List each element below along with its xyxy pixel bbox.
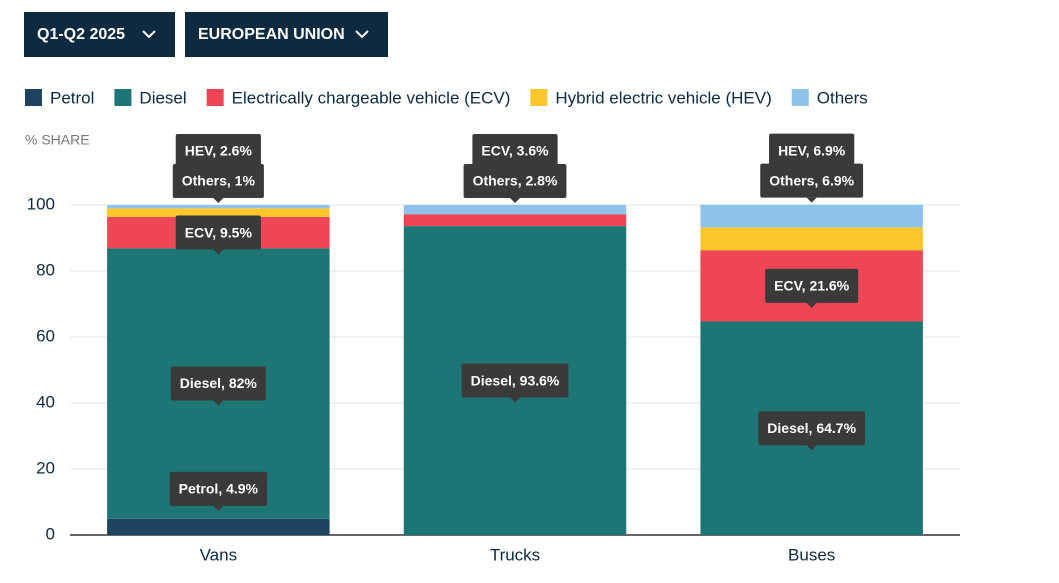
data-label: Diesel, 82% xyxy=(170,366,266,406)
data-label-box xyxy=(760,163,864,198)
dropdown-box[interactable] xyxy=(24,12,175,57)
data-label: ECV, 9.5% xyxy=(175,215,261,255)
data-label: Diesel, 93.6% xyxy=(461,363,569,403)
data-label: HEV, 2.6% xyxy=(175,134,261,173)
chevron xyxy=(142,30,156,39)
data-label-box xyxy=(175,215,261,250)
data-label: Others, 1% xyxy=(172,164,264,203)
data-label-text: Diesel, 93.6% xyxy=(471,372,560,388)
region-dropdown[interactable]: EUROPEAN UNION xyxy=(185,12,388,57)
bar-segment xyxy=(403,205,627,215)
data-label-pointer xyxy=(806,167,817,173)
data-label-text: HEV, 2.6% xyxy=(185,143,253,159)
bar-segment xyxy=(107,518,330,535)
data-label-text: ECV, 9.5% xyxy=(185,224,253,240)
legend-swatch xyxy=(114,89,132,106)
data-label-pointer xyxy=(806,445,817,451)
bar-segment xyxy=(700,227,923,251)
y-tick-label: 100 xyxy=(27,194,55,213)
data-label-box xyxy=(169,471,268,506)
data-label-pointer xyxy=(806,302,817,308)
data-label-text: Others, 6.9% xyxy=(769,172,854,188)
data-label-box xyxy=(758,411,866,446)
bar-segment xyxy=(107,205,330,209)
chevron xyxy=(355,30,369,39)
data-label-pointer xyxy=(510,168,520,173)
legend-label: Electrically chargeable vehicle (ECV) xyxy=(232,88,511,107)
x-tick-label: Vans xyxy=(200,545,238,564)
legend-label: Petrol xyxy=(50,88,94,107)
legend-label: Others xyxy=(817,88,868,107)
data-label: Others, 6.9% xyxy=(760,163,864,203)
data-label-pointer xyxy=(213,168,224,173)
data-label-text: Petrol, 4.9% xyxy=(179,481,259,497)
dropdown-label[interactable]: EUROPEAN UNION xyxy=(198,26,345,43)
data-label: Others, 2.8% xyxy=(463,164,567,203)
bar-segment xyxy=(403,214,627,227)
data-label-pointer xyxy=(213,505,224,511)
period-dropdown[interactable]: Q1-Q2 2025 xyxy=(24,12,175,57)
data-label-text: Others, 1% xyxy=(182,173,256,189)
data-label: Diesel, 64.7% xyxy=(758,411,866,451)
data-label-box xyxy=(175,134,261,168)
x-tick-label: Trucks xyxy=(490,545,540,564)
data-label-text: Diesel, 64.7% xyxy=(767,420,856,436)
data-label: Petrol, 4.9% xyxy=(169,471,268,511)
x-tick-label: Buses xyxy=(788,545,835,564)
data-label-box xyxy=(170,366,266,401)
y-axis-label: % SHARE xyxy=(25,132,90,148)
data-label-text: Diesel, 82% xyxy=(180,375,258,391)
y-tick-label: 40 xyxy=(36,392,55,411)
data-label-box xyxy=(463,164,567,198)
legend-swatch xyxy=(530,89,548,106)
data-label-box xyxy=(172,164,264,198)
data-label-text: ECV, 3.6% xyxy=(481,143,549,159)
dropdown-label[interactable]: Q1-Q2 2025 xyxy=(37,26,125,43)
data-label: HEV, 6.9% xyxy=(769,133,855,173)
data-label-pointer xyxy=(213,249,224,255)
y-tick-label: 60 xyxy=(36,326,55,345)
dropdown-box[interactable] xyxy=(185,12,388,57)
data-label-box xyxy=(765,268,859,303)
bar-segment xyxy=(107,208,330,217)
data-label-box xyxy=(461,363,569,398)
y-tick-label: 80 xyxy=(36,260,55,279)
legend-swatch xyxy=(25,89,42,106)
data-label-text: ECV, 21.6% xyxy=(774,278,850,294)
data-label: ECV, 21.6% xyxy=(765,268,859,308)
legend-label: Hybrid electric vehicle (HEV) xyxy=(555,88,771,107)
legend-label: Diesel xyxy=(139,88,186,107)
data-label-box xyxy=(769,133,855,168)
bar-segment xyxy=(700,204,923,228)
legend-swatch xyxy=(791,89,809,106)
data-label-text: Others, 2.8% xyxy=(473,173,558,189)
y-tick-label: 20 xyxy=(36,458,55,477)
data-label-pointer xyxy=(510,198,520,203)
data-label-pointer xyxy=(510,397,520,403)
data-label: ECV, 3.6% xyxy=(472,134,558,173)
y-tick-label: 0 xyxy=(46,524,55,543)
data-label-pointer xyxy=(806,197,817,203)
data-label-pointer xyxy=(213,400,224,406)
data-label-pointer xyxy=(213,198,224,203)
data-label-box xyxy=(472,134,558,168)
legend-swatch xyxy=(206,89,224,106)
data-label-text: HEV, 6.9% xyxy=(778,142,846,158)
